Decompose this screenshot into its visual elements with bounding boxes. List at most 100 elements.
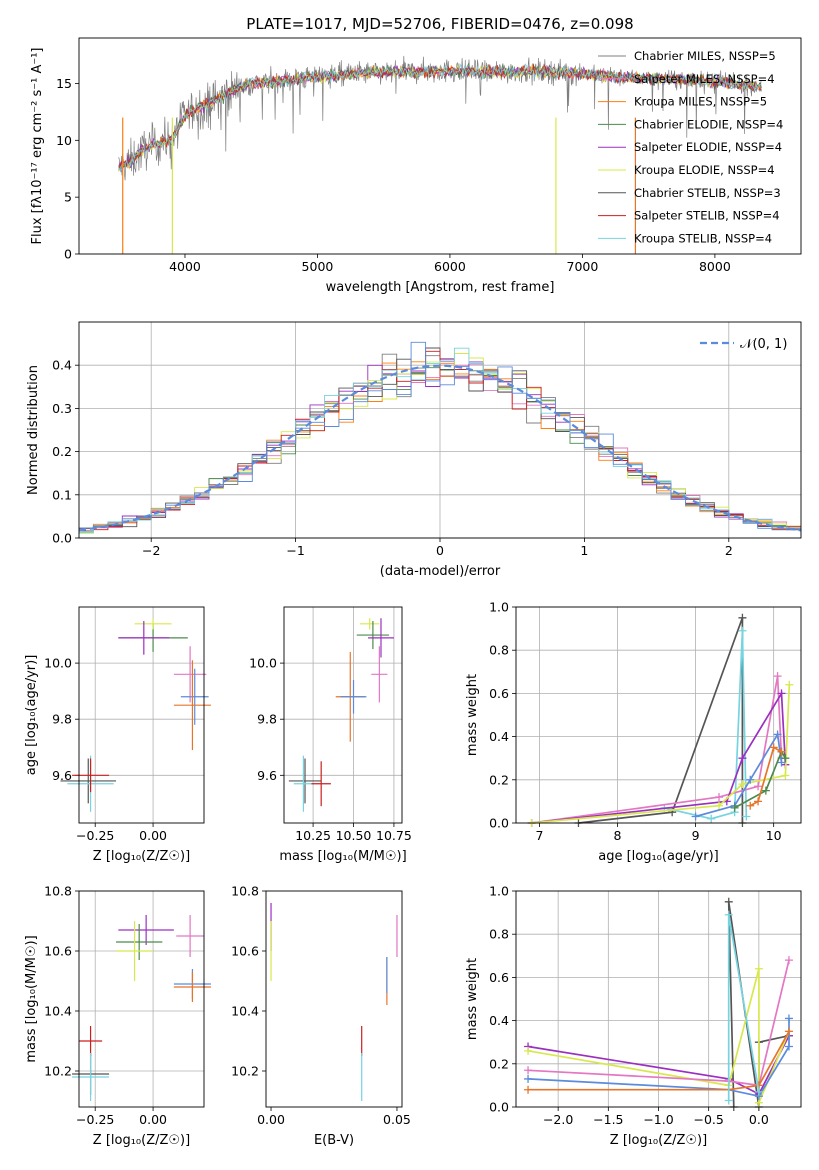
- y-tick-label: 0.8: [489, 927, 509, 942]
- x-tick-label: 7: [535, 828, 543, 843]
- weight-point-marker: [738, 754, 747, 763]
- x-tick-label: 1: [580, 543, 588, 558]
- y-tick-label: 0.0: [489, 816, 509, 831]
- errorbar-point: [116, 921, 154, 981]
- y-tick-label: 0.8: [489, 643, 509, 658]
- weight-point-marker: [691, 812, 700, 821]
- weight-series-line: [527, 959, 790, 1087]
- legend-label: 𝒩(0, 1): [740, 337, 787, 352]
- y-tick-label: 9.6: [52, 768, 72, 783]
- errorbar-point: [359, 618, 380, 630]
- y-tick-label: 0.0: [52, 531, 72, 546]
- plot-frame: [78, 606, 205, 824]
- y-tick-label: 0.1: [52, 487, 72, 502]
- weight-vs-Z-panel: −2.0 −1.5 −1.0 −0.5 0.0 0.0 0.2 0.4 0.6 0.8 1.0 Z […: [465, 884, 802, 1148]
- weight-point-marker: [773, 730, 782, 739]
- weight-series-line: [527, 1035, 790, 1096]
- y-tick-label: 0.6: [489, 970, 509, 985]
- x-tick-label: 10.50: [336, 828, 372, 843]
- y-tick-label: 10.8: [44, 884, 72, 899]
- y-axis-label: mass weight: [465, 958, 480, 1040]
- x-axis-label: (data-model)/error: [380, 564, 501, 579]
- weight-point-marker: [715, 801, 724, 810]
- errorbar-point: [118, 621, 170, 655]
- weight-point-marker: [773, 672, 782, 681]
- spectrum-legend: Chabrier MILES, NSSP=5 Salpeter MILES, NS…: [598, 49, 783, 245]
- weight-point-marker: [784, 956, 793, 965]
- y-tick-label: 9.8: [52, 712, 72, 727]
- x-tick-label: 0.00: [257, 1112, 285, 1127]
- normal-curve: [78, 364, 802, 532]
- x-tick-label: 10.75: [376, 828, 412, 843]
- errorbar-point: [176, 915, 204, 957]
- spectrum-model-line: [118, 63, 762, 172]
- plot-frame: [78, 321, 802, 539]
- errorbar-point: [72, 1053, 110, 1101]
- residual-steps: [79, 341, 801, 536]
- x-tick-label: −2: [142, 543, 160, 558]
- y-axis-label: age [log₁₀(age/yr)]: [24, 655, 39, 776]
- weight-point-marker: [746, 801, 755, 810]
- y-tick-label: 10.8: [231, 884, 259, 899]
- x-tick-label: 0: [436, 543, 444, 558]
- y-tick-label: 9.6: [257, 768, 277, 783]
- x-tick-label: 6000: [434, 259, 466, 274]
- legend-label: Kroupa STELIB, NSSP=4: [634, 231, 772, 245]
- errorbar-point: [60, 758, 117, 804]
- y-tick-label: 1.0: [489, 600, 509, 615]
- errorbar-point: [173, 972, 211, 1002]
- weight-point-marker: [724, 910, 733, 919]
- x-tick-label: 5000: [302, 259, 334, 274]
- y-axis-label: mass [log₁₀(M/M☉)]: [24, 935, 39, 1062]
- legend-label: Chabrier STELIB, NSSP=3: [634, 186, 781, 200]
- y-tick-label: 10.2: [231, 1064, 259, 1079]
- weight-point-marker: [742, 812, 751, 821]
- y-tick-label: 10: [56, 133, 72, 148]
- weight-series-line: [578, 617, 744, 824]
- weight-point-marker: [724, 897, 733, 906]
- weight-point-marker: [754, 797, 763, 806]
- x-tick-label: 8000: [699, 259, 731, 274]
- weight-point-marker: [781, 754, 790, 763]
- errorbar-point: [311, 761, 331, 807]
- legend-label: Salpeter ELODIE, NSSP=4: [634, 140, 782, 154]
- x-axis-label: age [log₁₀(age/yr)]: [598, 849, 719, 864]
- errorbar-point: [173, 646, 207, 703]
- plot-frame: [283, 606, 403, 824]
- errorbar-point: [288, 758, 322, 804]
- y-tick-label: 10.2: [44, 1064, 72, 1079]
- errorbar-point: [356, 621, 390, 650]
- y-tick-label: 10.6: [231, 944, 259, 959]
- x-tick-label: 0.00: [139, 828, 167, 843]
- errorbar-point: [72, 758, 110, 793]
- residuals-panel: −2 −1 0 1 2 0.0 0.1 0.2 0.3 0.4 (data-model)/error…: [26, 321, 802, 579]
- x-tick-label: 4000: [169, 259, 201, 274]
- weight-point-marker: [754, 1087, 763, 1096]
- x-tick-label: 10: [766, 828, 782, 843]
- y-tick-label: 0.2: [52, 444, 72, 459]
- x-axis-label: Z [log₁₀(Z/Z☉)]: [93, 1133, 190, 1148]
- y-tick-label: 5: [64, 190, 72, 205]
- plot-frame: [515, 606, 802, 824]
- weight-point-marker: [715, 793, 724, 802]
- y-tick-label: 15: [56, 76, 72, 91]
- weight-series-line: [749, 746, 782, 807]
- weight-point-marker: [754, 964, 763, 973]
- figure-title: PLATE=1017, MJD=52706, FIBERID=0476, z=0…: [246, 15, 633, 33]
- weight-point-marker: [777, 747, 786, 756]
- plot-frame: [265, 890, 403, 1108]
- x-tick-label: 8: [614, 828, 622, 843]
- y-axis-label: Normed distribution: [26, 365, 41, 495]
- weight-point-marker: [784, 1014, 793, 1023]
- y-axis-label: mass weight: [465, 674, 480, 756]
- y-tick-label: 0.0: [489, 1100, 509, 1115]
- errorbar-point: [180, 668, 209, 725]
- residual-histogram: [79, 341, 801, 534]
- y-tick-label: 10.4: [231, 1004, 259, 1019]
- weight-point-marker: [761, 786, 770, 795]
- x-tick-label: 9: [692, 828, 700, 843]
- legend-label: Salpeter MILES, NSSP=4: [634, 72, 775, 86]
- weight-point-marker: [524, 1074, 533, 1083]
